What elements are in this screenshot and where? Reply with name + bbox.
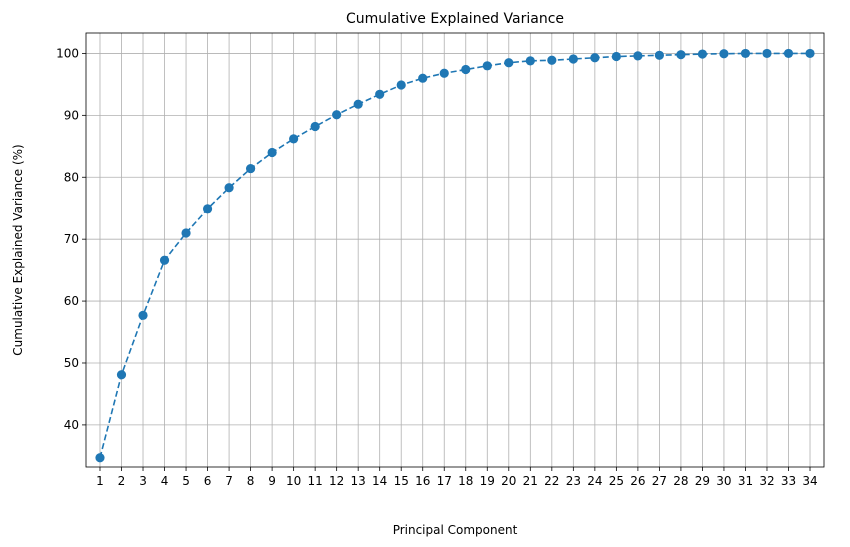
x-tick-label: 21 xyxy=(523,474,538,488)
x-tick-label: 7 xyxy=(225,474,233,488)
x-tick-label: 14 xyxy=(372,474,387,488)
data-point xyxy=(547,55,557,65)
data-point xyxy=(461,64,471,75)
data-point xyxy=(375,89,385,99)
x-tick-label: 23 xyxy=(566,474,581,488)
plot-frame xyxy=(85,32,825,468)
data-point xyxy=(159,255,170,265)
data-point xyxy=(568,54,578,64)
y-tick-label: 70 xyxy=(64,232,79,246)
y-tick-label: 60 xyxy=(64,294,79,308)
data-point xyxy=(676,50,686,60)
x-tick-label: 4 xyxy=(161,474,169,488)
data-point xyxy=(138,310,148,320)
x-tick-label: 31 xyxy=(738,474,753,488)
y-axis-label: Cumulative Explained Variance (%) xyxy=(11,144,25,355)
data-point xyxy=(482,61,492,71)
x-axis-label: Principal Component xyxy=(393,523,518,537)
x-tick-label: 34 xyxy=(802,474,817,488)
x-tick-label: 30 xyxy=(716,474,731,488)
data-point xyxy=(289,134,299,144)
x-tick-label: 18 xyxy=(458,474,473,488)
data-point xyxy=(116,370,127,380)
x-tick-label: 2 xyxy=(118,474,126,488)
x-tick-label: 19 xyxy=(480,474,495,488)
data-point xyxy=(245,163,256,174)
data-point xyxy=(719,49,729,59)
data-point xyxy=(697,49,708,59)
data-point xyxy=(611,51,621,62)
x-tick-label: 11 xyxy=(308,474,323,488)
x-tick-label: 29 xyxy=(695,474,710,488)
x-tick-label: 26 xyxy=(630,474,645,488)
data-point xyxy=(224,183,234,193)
data-point xyxy=(525,56,535,66)
data-point xyxy=(633,51,643,61)
x-tick-label: 13 xyxy=(351,474,366,488)
data-point xyxy=(396,80,406,90)
axis-ticks: 1 2 3 4 5 6 7 8 9 10 11 12 13 14 15 16 17 18 19 20 21 22 23 24 2… xyxy=(56,46,818,488)
data-point xyxy=(95,453,105,463)
data-point xyxy=(353,99,363,109)
data-point xyxy=(181,228,191,238)
y-tick-label: 50 xyxy=(64,356,79,370)
y-tick-label: 40 xyxy=(64,418,79,432)
x-tick-label: 24 xyxy=(587,474,602,488)
x-tick-label: 10 xyxy=(286,474,301,488)
data-point xyxy=(310,121,320,132)
grid xyxy=(86,33,824,467)
x-tick-label: 5 xyxy=(182,474,190,488)
x-tick-label: 33 xyxy=(781,474,796,488)
x-tick-label: 22 xyxy=(544,474,559,488)
x-tick-label: 27 xyxy=(652,474,667,488)
series-layer xyxy=(95,48,815,463)
data-point xyxy=(740,48,751,59)
x-tick-label: 25 xyxy=(609,474,624,488)
data-point xyxy=(332,110,342,120)
series-line xyxy=(99,52,811,458)
x-tick-label: 15 xyxy=(394,474,409,488)
chart-title: Cumulative Explained Variance xyxy=(346,11,564,27)
x-tick-label: 20 xyxy=(501,474,516,488)
x-tick-label: 28 xyxy=(673,474,688,488)
x-tick-label: 8 xyxy=(247,474,255,488)
data-point xyxy=(418,73,428,83)
data-point xyxy=(654,50,665,60)
x-tick-label: 6 xyxy=(204,474,212,488)
x-tick-label: 9 xyxy=(268,474,276,488)
data-point xyxy=(590,53,600,63)
x-tick-label: 1 xyxy=(96,474,104,488)
data-point xyxy=(783,48,794,59)
data-point xyxy=(202,204,213,214)
data-point xyxy=(762,48,772,59)
y-tick-label: 90 xyxy=(64,108,79,122)
x-tick-label: 16 xyxy=(415,474,430,488)
data-point xyxy=(439,68,449,78)
data-point xyxy=(805,48,815,59)
x-tick-label: 12 xyxy=(329,474,344,488)
x-tick-label: 17 xyxy=(437,474,452,488)
y-tick-label: 100 xyxy=(56,46,79,60)
data-point xyxy=(504,58,514,68)
y-tick-label: 80 xyxy=(64,170,79,184)
x-tick-label: 3 xyxy=(139,474,147,488)
data-point xyxy=(267,147,277,158)
x-tick-label: 32 xyxy=(759,474,774,488)
